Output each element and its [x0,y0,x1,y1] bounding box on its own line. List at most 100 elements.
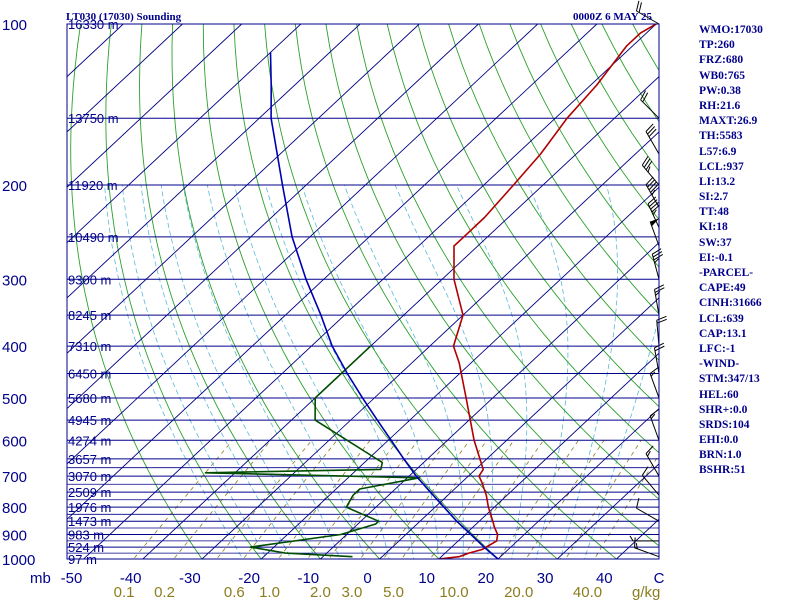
mixing-ratio-label: 0.6 [224,584,245,600]
height-label: 97 m [68,552,97,567]
index-item: -PARCEL- [699,267,754,279]
index-item: TH:5583 [699,130,743,143]
wind-barbs [629,0,667,558]
temperature-label: -30 [179,570,201,587]
wind-barb [640,90,660,119]
sounding-traces [204,24,657,559]
isotherm-line [67,24,242,188]
temperature-label: 40 [596,570,613,587]
mixing-ratio-line [593,453,659,559]
observation-time: 0000Z 6 MAY 25 [573,11,652,23]
temperature-label: 20 [478,570,495,587]
pressure-label: 200 [2,178,27,195]
dry-adiabat-line [570,24,659,172]
isotherm-line [67,24,598,520]
dry-adiabat-line [264,24,558,559]
height-label: 6450 m [68,367,111,382]
wind-barb [649,218,660,247]
height-label: 13750 m [68,111,119,126]
temperature-label: -50 [61,570,83,587]
dry-adiabat-line [478,24,659,315]
pressure-label: 300 [2,272,27,289]
pressure-label: 100 [2,17,27,34]
height-label: 9300 m [68,272,111,287]
moist-adiabat-line [104,185,244,559]
wind-barb [645,176,660,208]
mixing-ratio-label: 10.0 [439,584,468,600]
wind-barb [629,535,659,542]
dry-adiabat-line [70,24,203,559]
mixing-ratio-line [401,440,488,559]
index-item: EHI:0.0 [699,434,739,447]
index-item: STM:347/13 [699,373,760,386]
mixing-ratio-line [565,440,642,559]
pressure-label: 400 [2,339,27,356]
temperature-trace [438,24,657,559]
dry-adiabat-line [139,24,321,559]
isotherm-line [142,75,659,559]
wind-barb [656,315,667,347]
pressure-units-label: mb [30,570,51,587]
plot-frame [66,23,660,560]
temperature-label: 30 [537,570,554,587]
dry-adiabat-line [509,24,659,268]
index-item: TT:48 [699,206,729,219]
mixing-ratio-line [498,440,579,559]
isotherm-line [556,463,659,559]
mixing-ratio-label: 0.1 [114,584,135,600]
height-label: 4274 m [68,433,111,448]
height-label: 7310 m [68,339,111,354]
isotherm-line [82,24,657,559]
isotherm-line [497,407,659,559]
index-item: SHR+:0.0 [699,403,748,416]
mixing-ratio-line [525,440,605,559]
dry-adiabat-line [171,24,381,559]
index-item: CAPE:49 [699,282,746,295]
moist-adiabat-line [121,185,268,559]
isotherm-line [67,24,420,354]
height-label: 3070 m [68,469,111,484]
index-item: SRDS:104 [699,418,750,431]
index-item: HEL:60 [699,388,739,401]
mixing-ratio-line [277,440,371,559]
index-item: RH:21.6 [699,99,741,112]
moist-adiabat-line [528,184,569,559]
moist-adiabat-line [559,184,618,559]
isotherm-line [67,24,183,133]
height-label: 4945 m [68,413,111,428]
isotherm-line [319,241,659,559]
height-label: 8245 m [68,308,111,323]
index-item: EI:-0.1 [699,251,734,264]
wind-barb [634,537,660,558]
pressure-label: 800 [2,500,27,517]
moist-adiabat-line [394,184,493,559]
dry-adiabat-line [294,24,618,559]
mixing-ratio-label: 0.2 [154,584,175,600]
moist-adiabat-line [140,185,292,559]
height-label: 16330 m [68,17,119,32]
mixing-ratio-lines [132,440,659,559]
isotherm-line [438,352,659,559]
temperature-label: C [654,570,665,587]
isotherm-line [260,186,659,559]
index-item: CINH:31666 [699,297,762,310]
wind-barb [649,366,660,399]
moist-adiabat-line [234,185,390,559]
index-item: WMO:17030 [699,24,763,36]
isotherms [67,24,659,559]
dry-adiabat-line [356,24,659,500]
dry-adiabat-line [325,24,659,547]
mixing-ratio-label: 5.0 [383,584,404,600]
height-label: 1473 m [68,514,111,529]
index-item: L57:6.9 [699,145,737,158]
pressure-label: 500 [2,391,27,408]
wind-barb [649,409,660,441]
isotherm-line [67,24,361,299]
wind-barb [635,0,660,25]
parcel-trace [269,52,499,559]
dry-adiabat-line [105,24,262,559]
mixing-ratio-label: 1.0 [259,584,280,600]
index-item: BSHR:51 [699,464,746,477]
height-label: 5680 m [68,391,111,406]
moist-adiabat-line [160,185,316,559]
